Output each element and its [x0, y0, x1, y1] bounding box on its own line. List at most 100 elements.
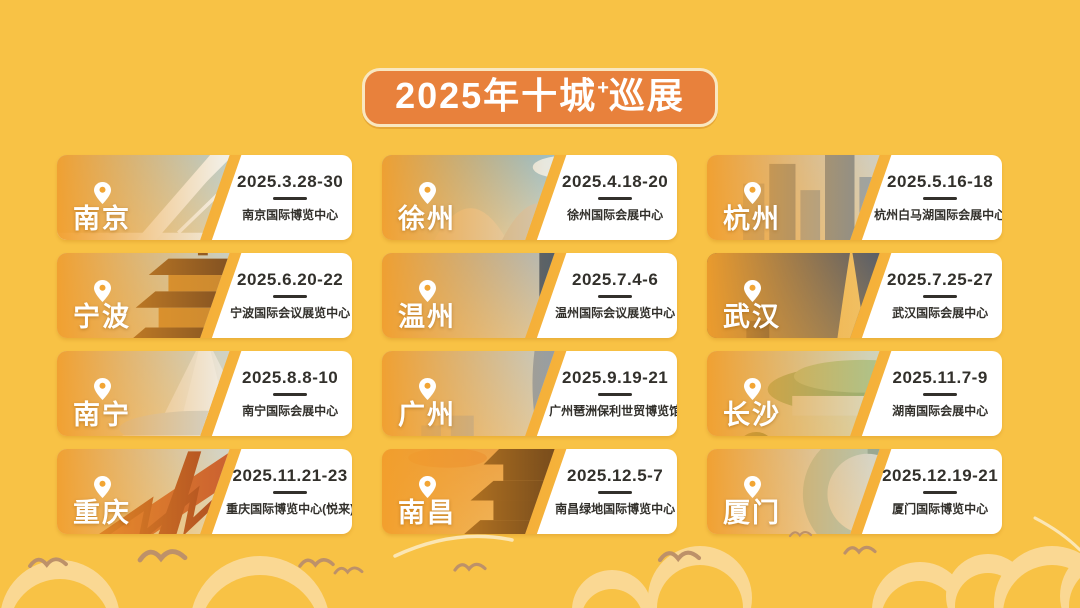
location-pin-icon: [418, 279, 436, 302]
city-label-block: 温州: [398, 279, 456, 332]
page-title-suffix: 巡展: [608, 75, 685, 116]
cloud-decoration: [1, 560, 119, 608]
location-pin-icon: [93, 377, 111, 400]
cloud-decoration: [994, 546, 1080, 608]
location-pin-icon: [743, 181, 761, 204]
date-underline: [923, 393, 958, 396]
event-info: 2025.12.5-7 南昌绿地国际博览中心: [541, 449, 675, 534]
event-venue: 徐州国际会展中心: [567, 208, 664, 222]
city-card: 徐州 2025.4.18-20 徐州国际会展中心: [382, 155, 677, 240]
city-name: 宁波: [73, 301, 131, 332]
city-card: 杭州 2025.5.16-18 杭州白马湖国际会展中心: [707, 155, 1002, 240]
photo-orange-overlay: [57, 351, 230, 436]
bird-icon: [298, 558, 335, 568]
city-label-block: 重庆: [73, 475, 131, 528]
city-name: 南宁: [73, 399, 131, 430]
city-name: 重庆: [73, 497, 131, 528]
city-label-block: 南京: [73, 181, 131, 234]
bird-icon: [453, 562, 487, 572]
event-info: 2025.8.8-10 南宁国际会展中心: [216, 351, 350, 436]
photo-orange-overlay: [707, 253, 880, 338]
bird-icon: [657, 550, 702, 563]
event-date: 2025.12.5-7: [567, 466, 664, 485]
event-venue: 宁波国际会议展览中心: [230, 306, 351, 320]
event-venue: 广州琶洲保利世贸博览馆: [549, 404, 677, 418]
city-name: 厦门: [723, 497, 781, 528]
photo-orange-overlay: [707, 351, 880, 436]
event-info: 2025.11.7-9 湖南国际会展中心: [866, 351, 1000, 436]
photo-orange-overlay: [382, 449, 555, 534]
event-info: 2025.7.4-6 温州国际会议展览中心: [541, 253, 675, 338]
date-underline: [923, 295, 958, 298]
city-label-block: 徐州: [398, 181, 456, 234]
event-info: 2025.5.16-18 杭州白马湖国际会展中心: [866, 155, 1002, 240]
city-card: 温州 2025.7.4-6 温州国际会议展览中心: [382, 253, 677, 338]
photo-orange-overlay: [57, 253, 230, 338]
arc-decoration: [1033, 516, 1080, 552]
bird-icon: [843, 545, 877, 555]
city-label-block: 宁波: [73, 279, 131, 332]
city-cards-grid: 南京 2025.3.28-30 南京国际博览中心 徐州: [57, 155, 1002, 534]
title-banner: 2025年十城+巡展: [0, 68, 1080, 127]
event-date: 2025.7.25-27: [887, 270, 994, 289]
date-underline: [273, 491, 308, 494]
city-label-block: 杭州: [723, 181, 781, 233]
event-date: 2025.9.19-21: [562, 368, 669, 387]
city-label-block: 广州: [398, 377, 456, 429]
event-venue: 重庆国际博览中心(悦来): [226, 502, 352, 516]
page-title-superscript: +: [597, 77, 609, 99]
city-name: 南京: [73, 203, 131, 234]
date-underline: [273, 295, 308, 298]
photo-orange-overlay: [57, 449, 230, 534]
event-info: 2025.11.21-23 重庆国际博览中心(悦来): [216, 449, 352, 534]
location-pin-icon: [743, 377, 761, 400]
event-info: 2025.9.19-21 广州琶洲保利世贸博览馆: [541, 351, 677, 436]
cloud-decoration: [1060, 556, 1080, 608]
location-pin-icon: [93, 279, 111, 302]
city-card: 厦门 2025.12.19-21 厦门国际博览中心: [707, 449, 1002, 534]
location-pin-icon: [743, 475, 761, 498]
city-card: 南宁 2025.8.8-10 南宁国际会展中心: [57, 351, 352, 436]
date-underline: [598, 295, 633, 298]
event-date: 2025.4.18-20: [562, 172, 669, 191]
event-venue: 厦门国际博览中心: [892, 502, 989, 516]
date-underline: [598, 197, 633, 200]
location-pin-icon: [93, 181, 111, 204]
bird-icon: [333, 566, 364, 575]
photo-orange-overlay: [57, 155, 230, 240]
event-info: 2025.12.19-21 厦门国际博览中心: [866, 449, 1000, 534]
city-card: 重庆 2025.11.21-23 重庆国际博览中心(悦来): [57, 449, 352, 534]
event-date: 2025.6.20-22: [237, 270, 344, 289]
city-card: 南京 2025.3.28-30 南京国际博览中心: [57, 155, 352, 240]
city-name: 温州: [398, 301, 456, 332]
event-date: 2025.3.28-30: [237, 172, 344, 191]
date-underline: [598, 491, 633, 494]
bird-icon: [28, 557, 68, 568]
cloud-decoration: [946, 554, 1030, 608]
event-venue: 武汉国际会展中心: [892, 306, 989, 320]
city-card: 宁波 2025.6.20-22 宁波国际会议展览中心: [57, 253, 352, 338]
city-label-block: 南宁: [73, 377, 131, 430]
photo-orange-overlay: [382, 351, 555, 436]
page-title-prefix: 2025年十城: [395, 75, 598, 116]
event-info: 2025.6.20-22 宁波国际会议展览中心: [216, 253, 350, 338]
city-name: 徐州: [398, 203, 456, 234]
event-info: 2025.7.25-27 武汉国际会展中心: [866, 253, 1000, 338]
city-name: 南昌: [398, 497, 456, 528]
event-venue: 南京国际博览中心: [242, 208, 339, 222]
event-date: 2025.8.8-10: [242, 368, 339, 387]
page-title: 2025年十城+巡展: [362, 68, 718, 127]
date-underline: [923, 197, 958, 200]
photo-orange-overlay: [707, 449, 880, 534]
event-date: 2025.11.7-9: [892, 368, 988, 387]
city-card: 长沙 2025.11.7-9 湖南国际会展中心: [707, 351, 1002, 436]
event-venue: 杭州白马湖国际会展中心: [874, 208, 1002, 222]
location-pin-icon: [743, 279, 761, 302]
city-label-block: 厦门: [723, 475, 781, 528]
cloud-decoration: [572, 570, 652, 608]
arc-decoration: [393, 534, 514, 558]
city-label-block: 南昌: [398, 475, 456, 528]
city-card: 广州 2025.9.19-21 广州琶洲保利世贸博览馆: [382, 351, 677, 436]
location-pin-icon: [418, 377, 436, 400]
